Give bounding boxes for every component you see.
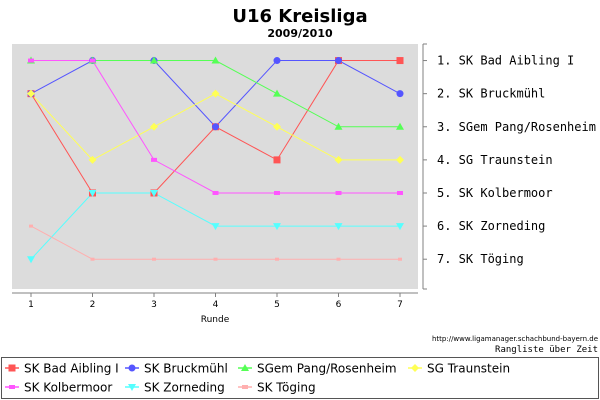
source-url: http://www.ligamanager.schachbund-bayern… — [432, 335, 598, 343]
data-point — [27, 256, 35, 264]
data-point — [396, 223, 404, 231]
legend-marker — [241, 364, 249, 371]
data-point — [211, 56, 220, 64]
rank-label: 3. SGem Pang/Rosenheim — [437, 120, 596, 134]
data-point — [88, 155, 97, 164]
data-point — [150, 56, 158, 64]
data-point — [273, 57, 281, 65]
data-point — [28, 58, 34, 63]
x-axis-ticks: 1 2 3 4 5 6 7 — [28, 293, 403, 310]
legend-label: SK Bruckmühl — [144, 362, 228, 376]
data-point — [150, 122, 158, 131]
data-point — [27, 89, 35, 98]
legend-marker — [128, 384, 136, 391]
data-point — [396, 122, 404, 130]
data-point — [396, 57, 404, 65]
data-point — [90, 257, 95, 261]
legend-marker — [8, 364, 16, 372]
data-point — [273, 122, 281, 131]
data-point — [29, 224, 33, 228]
legend-item: SK Zorneding — [125, 381, 225, 395]
data-point — [398, 257, 402, 261]
legend-marker — [411, 364, 419, 372]
data-point — [89, 58, 96, 63]
x-axis-label: Runde — [201, 315, 230, 325]
data-point — [273, 89, 281, 97]
legend-marker — [9, 385, 15, 389]
x-tick-label: 4 — [213, 300, 219, 310]
plot-area — [12, 44, 418, 289]
legend-item: SG Traunstein — [408, 362, 510, 376]
x-tick-label: 6 — [336, 300, 342, 310]
legend-marker — [128, 364, 136, 372]
data-point — [335, 57, 342, 65]
x-tick-label: 1 — [28, 300, 34, 310]
data-point — [397, 190, 403, 195]
data-point — [211, 223, 220, 231]
legend-label: SK Bad Aibling I — [24, 362, 119, 376]
data-point — [334, 155, 343, 164]
rank-label: 4. SG Traunstein — [437, 153, 553, 167]
legend-item: SGem Pang/Rosenheim — [238, 362, 397, 376]
rank-label: 6. SK Zorneding — [437, 219, 545, 233]
data-point — [150, 189, 158, 197]
data-point — [274, 190, 280, 195]
x-tick-label: 5 — [274, 300, 280, 310]
data-point — [212, 123, 219, 131]
data-point — [273, 156, 281, 164]
legend-label: SK Töging — [257, 381, 316, 395]
data-point — [396, 90, 404, 98]
data-point — [152, 257, 156, 261]
data-point — [88, 189, 97, 197]
data-point — [275, 257, 279, 261]
legend-label: SG Traunstein — [427, 362, 510, 376]
x-tick-label: 2 — [90, 300, 96, 310]
x-tick-label: 3 — [151, 300, 157, 310]
chart-title: U16 Kreisliga — [232, 6, 367, 27]
legend-item: SK Töging — [238, 381, 316, 395]
legend-label: SK Zorneding — [144, 381, 225, 395]
legend-item: SK Bruckmühl — [125, 362, 228, 376]
x-tick-label: 7 — [397, 300, 403, 310]
data-point — [211, 89, 220, 98]
rank-label: 7. SK Töging — [437, 252, 524, 266]
series-markers — [27, 56, 404, 264]
legend-item: SK Kolbermoor — [5, 381, 112, 395]
data-point — [396, 155, 404, 164]
data-point — [336, 257, 341, 261]
rank-label: 2. SK Bruckmühl — [437, 87, 545, 101]
data-point — [273, 223, 281, 231]
data-point — [335, 190, 342, 195]
data-point — [151, 157, 157, 162]
data-point — [334, 122, 343, 130]
legend: SK Bad Aibling I SK Bruckmühl SGem Pang/Ro… — [5, 362, 510, 395]
rank-label: 5. SK Kolbermoor — [437, 186, 553, 200]
legend-item: SK Bad Aibling I — [5, 362, 119, 376]
legend-label: SK Kolbermoor — [24, 381, 112, 395]
legend-label: SGem Pang/Rosenheim — [257, 362, 397, 376]
data-point — [212, 190, 219, 195]
right-axis-ticks — [423, 43, 427, 290]
data-point — [334, 223, 343, 231]
legend-marker — [242, 385, 248, 389]
chart-caption: Rangliste über Zeit — [495, 345, 598, 355]
right-axis-labels: 1. SK Bad Aibling I 2. SK Bruckmühl 3. SGe… — [437, 54, 596, 267]
data-point — [213, 257, 218, 261]
rank-label: 1. SK Bad Aibling I — [437, 54, 574, 68]
legend-box — [1, 357, 599, 399]
chart-subtitle: 2009/2010 — [267, 27, 333, 40]
